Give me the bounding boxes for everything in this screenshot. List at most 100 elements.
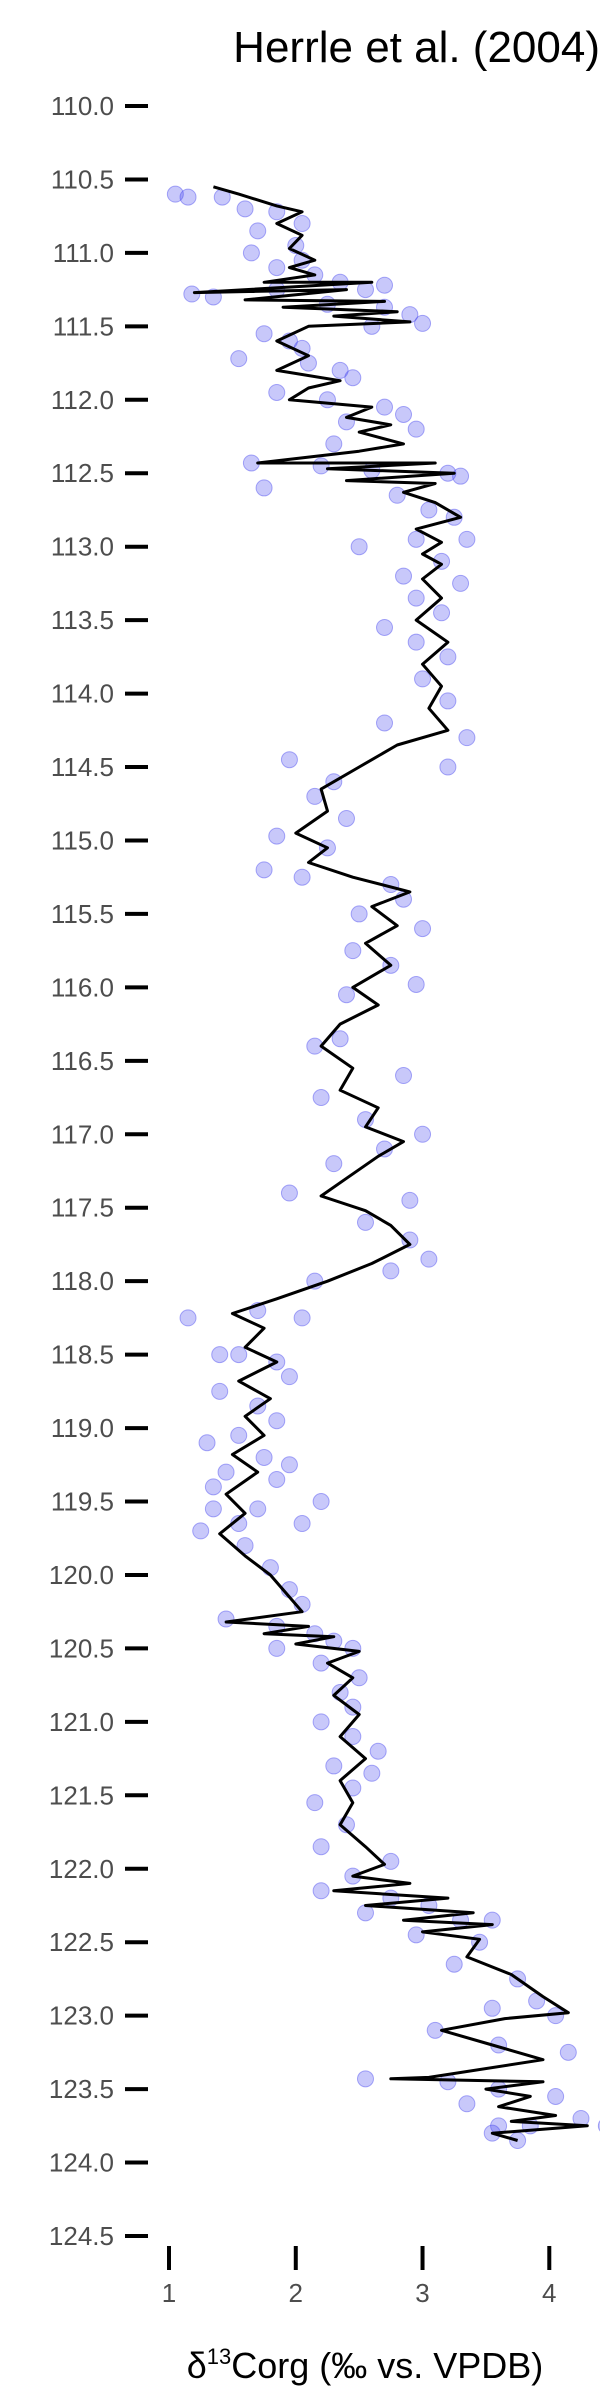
data-point [312,457,330,475]
data-point [344,942,362,960]
data-point [344,1728,362,1746]
data-point [179,188,197,206]
data-point [230,350,248,368]
data-point [331,361,349,379]
data-point [179,1309,197,1327]
data-point [337,986,355,1004]
data-point [363,1764,381,1782]
data-point [439,648,457,666]
data-point [458,2095,476,2113]
data-point [318,391,336,409]
data-point [350,538,368,556]
data-point [280,751,298,769]
data-point [293,215,311,233]
y-tick-label: 112.5 [51,458,114,488]
data-point [356,1213,374,1231]
data-point [255,325,273,343]
data-point [312,1089,330,1107]
y-tick-label: 122.0 [49,1854,114,1884]
data-point [407,589,425,607]
y-tick-label: 115.5 [51,899,114,929]
y-tick-label: 111.5 [53,311,114,341]
data-point [458,530,476,548]
data-point [325,435,343,453]
x-axis-label: δ13Corg (‰ vs. VPDB) [187,2344,544,2386]
data-point [249,222,267,240]
data-point [407,633,425,651]
data-point [414,1125,432,1143]
data-point [407,1926,425,1944]
data-point [312,1493,330,1511]
y-tick-label: 114.0 [51,679,114,709]
y-tick-label: 116.0 [51,972,114,1002]
data-point [268,1470,286,1488]
y-tick-label: 121.0 [49,1707,114,1737]
y-tick-label: 120.0 [49,1560,114,1590]
data-point [388,486,406,504]
x-axis: 1 2 3 4 [162,2246,557,2308]
data-point [407,530,425,548]
y-tick-label: 124.5 [49,2221,114,2251]
y-tick-label: 110.5 [51,164,114,194]
data-point [255,1448,273,1466]
data-point [547,2087,565,2105]
data-point [312,1882,330,1900]
data-point [268,1412,286,1430]
data-point [249,1500,267,1518]
data-point [414,314,432,332]
data-point [452,467,470,485]
data-point [414,920,432,938]
data-point [452,574,470,592]
y-tick-label: 119.0 [51,1413,114,1443]
data-point [306,1794,324,1812]
data-point [509,2132,527,2150]
y-tick-label: 112.0 [51,385,114,415]
data-point [255,479,273,497]
data-point [166,185,184,203]
data-point [280,1184,298,1202]
y-tick-label: 113.0 [51,532,114,562]
y-tick-label: 117.5 [51,1193,114,1223]
data-point [268,259,286,277]
data-point [268,383,286,401]
data-point [255,861,273,879]
data-point [280,1368,298,1386]
data-point [204,1478,222,1496]
data-point [236,1537,254,1555]
data-point [192,1522,210,1540]
data-point [420,1250,438,1268]
data-point [211,1346,229,1364]
data-point [211,1382,229,1400]
x-label-superscript: 13 [207,2344,231,2369]
data-point [331,1683,349,1701]
data-point [401,1231,419,1249]
data-point [217,1463,235,1481]
data-point [376,714,394,732]
data-point [293,1515,311,1533]
data-point [483,1999,501,2017]
data-point [433,604,451,622]
x-label-delta: δ [187,2345,207,2386]
data-point [325,1155,343,1173]
data-point [458,729,476,747]
x-tick-label: 3 [415,2278,429,2308]
data-point [293,1309,311,1327]
y-tick-label: 123.0 [49,2001,114,2031]
data-point [559,2043,577,2061]
data-point [230,1426,248,1444]
y-tick-label: 118.0 [51,1266,114,1296]
data-line-series [192,185,589,2142]
y-tick-label: 124.0 [49,2148,114,2178]
data-point [337,809,355,827]
data-point [376,618,394,636]
y-tick-label: 113.5 [51,605,114,635]
data-point [293,868,311,886]
data-point [325,1757,343,1775]
data-point [350,905,368,923]
y-tick-label: 116.5 [51,1046,114,1076]
data-point [420,501,438,519]
data-point [395,1067,413,1085]
y-tick-label: 118.5 [51,1340,114,1370]
y-tick-label: 121.5 [49,1780,114,1810]
